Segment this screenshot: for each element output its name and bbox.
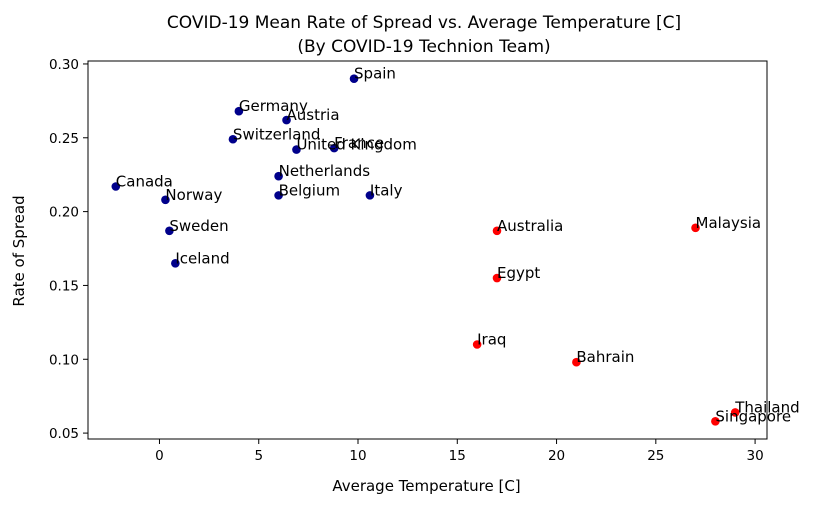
data-points (111, 74, 740, 426)
point-germany (234, 106, 244, 116)
point-label-canada: Canada (116, 173, 173, 191)
point-malaysia (691, 223, 700, 233)
plot-frame (87, 60, 768, 440)
point-belgium (274, 191, 283, 200)
point-label-thailand: Thailand (734, 398, 799, 416)
point-austria (282, 115, 291, 125)
point-thailand (730, 408, 740, 417)
point-label-bahrain: Bahrain (576, 348, 634, 366)
point-label-norway: Norway (165, 186, 222, 204)
point-label-iraq: Iraq (477, 331, 506, 349)
chart-title: COVID-19 Mean Rate of Spread vs. Average… (167, 13, 681, 33)
point-italy (365, 191, 375, 200)
point-label-singapore: Singapore (715, 407, 791, 425)
y-tick-label: 0.05 (49, 426, 79, 442)
point-norway (161, 195, 170, 205)
point-label-spain: Spain (354, 65, 396, 83)
point-label-australia: Australia (497, 217, 563, 235)
point-label-iceland: Iceland (175, 249, 229, 267)
point-canada (111, 182, 121, 191)
x-axis-label: Average Temperature [C] (332, 477, 520, 495)
x-tick-label: 0 (155, 448, 164, 464)
point-sweden (165, 226, 174, 236)
point-label-egypt: Egypt (497, 264, 540, 282)
point-label-united-kingdom: United Kingdom (296, 136, 416, 154)
x-tick-label: 30 (746, 448, 763, 464)
point-france (329, 143, 339, 153)
y-tick-label: 0.30 (49, 57, 79, 73)
point-label-belgium: Belgium (279, 181, 341, 199)
point-label-italy: Italy (370, 181, 403, 199)
point-label-sweden: Sweden (169, 217, 228, 235)
point-iraq (472, 340, 482, 349)
y-tick-label: 0.15 (49, 278, 79, 294)
point-egypt (492, 273, 502, 283)
point-switzerland (228, 134, 238, 144)
y-axis-label: Rate of Spread (10, 195, 28, 306)
chart-subtitle: (By COVID-19 Technion Team) (297, 37, 550, 57)
x-tick-label: 5 (254, 448, 263, 464)
point-spain (349, 74, 359, 84)
point-label-malaysia: Malaysia (696, 214, 762, 232)
point-netherlands (274, 171, 283, 181)
x-tick-label: 15 (449, 448, 466, 464)
point-iceland (171, 258, 180, 268)
y-tick-label: 0.25 (49, 131, 79, 147)
point-singapore (711, 416, 720, 426)
y-tick-label: 0.10 (49, 352, 79, 368)
point-label-germany: Germany (239, 97, 308, 115)
point-label-switzerland: Switzerland (233, 125, 320, 143)
point-label-france: France (334, 134, 384, 152)
point-united-kingdom (292, 145, 301, 154)
axis-ticks: 0 5 10 15 20 25 30 0.05 0.10 0.15 0.20 0.25 0.30 (49, 57, 764, 464)
x-tick-label: 25 (647, 448, 664, 464)
plot-area (87, 60, 768, 440)
point-label-netherlands: Netherlands (279, 162, 371, 180)
x-tick-label: 10 (349, 448, 366, 464)
x-tick-label: 20 (548, 448, 565, 464)
point-australia (492, 226, 502, 236)
y-tick-label: 0.20 (49, 205, 79, 221)
point-label-austria: Austria (287, 106, 340, 124)
point-bahrain (572, 357, 581, 367)
